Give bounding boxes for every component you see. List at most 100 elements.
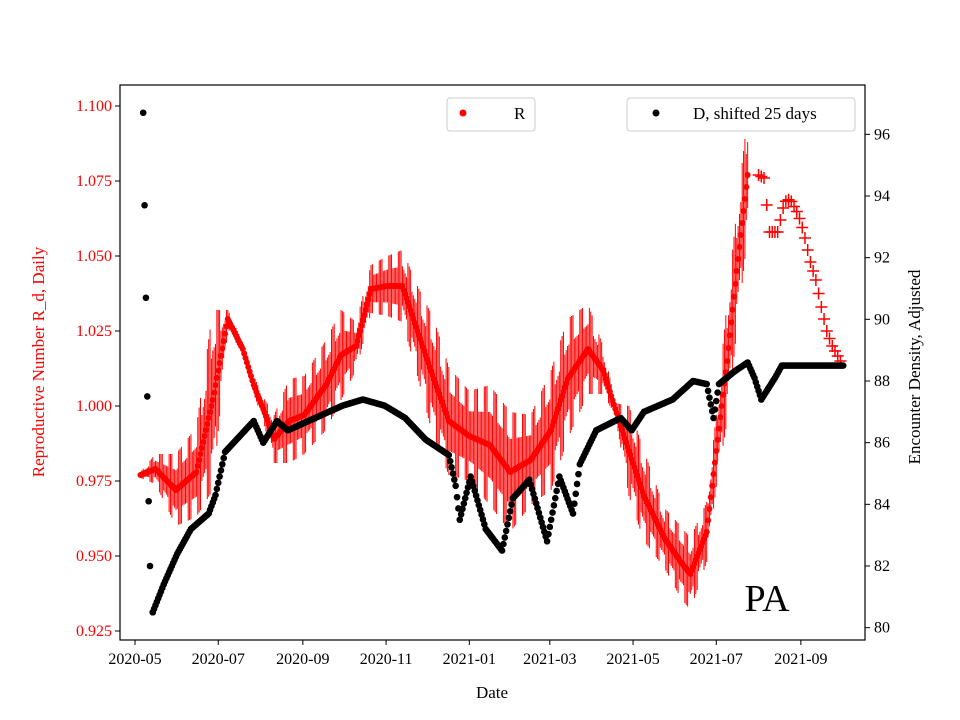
- y-axis-left: 0.925 0.950 0.975 1.000 1.025 1.050 1.075 1.100: [76, 98, 120, 640]
- r-point: [737, 232, 744, 238]
- r-plus-point: [790, 205, 803, 218]
- r-point: [243, 359, 250, 366]
- r-point: [353, 343, 360, 349]
- r-point: [732, 280, 739, 287]
- r-point: [731, 293, 738, 300]
- r-point: [703, 529, 710, 535]
- d-point: [498, 547, 506, 554]
- y-right-tick-label: 88: [874, 373, 890, 390]
- d-point: [575, 470, 582, 478]
- r-point: [724, 358, 731, 364]
- r-plus-point: [815, 301, 828, 313]
- d-point: [448, 464, 455, 471]
- r-point: [735, 256, 742, 262]
- r-point: [361, 311, 368, 318]
- r-point: [219, 345, 226, 352]
- d-point: [145, 497, 152, 505]
- state-annotation: PA: [744, 578, 790, 620]
- r-point: [711, 459, 718, 466]
- r-point: [207, 409, 214, 415]
- y-left-tick-label: 0.950: [76, 548, 112, 565]
- d-point: [546, 523, 554, 531]
- d-point: [445, 451, 453, 459]
- y-right-tick-label: 84: [874, 496, 890, 513]
- r-plus-point: [807, 265, 820, 277]
- r-point: [213, 374, 220, 381]
- r-point: [359, 317, 366, 324]
- x-tick-label: 2021-03: [523, 651, 576, 668]
- y-right-tick-label: 86: [874, 435, 890, 452]
- d-point: [703, 380, 711, 388]
- d-point: [710, 414, 717, 422]
- d-point: [505, 514, 513, 522]
- r-point: [198, 445, 205, 451]
- r-point: [357, 327, 364, 334]
- d-point: [219, 460, 226, 468]
- d-point: [143, 393, 151, 400]
- d-point: [571, 500, 578, 508]
- r-point: [200, 439, 207, 445]
- y-left-tick-label: 1.100: [76, 98, 112, 115]
- r-plus-point: [774, 214, 787, 226]
- d-point: [707, 401, 715, 408]
- r-point: [216, 360, 223, 367]
- r-point: [718, 403, 725, 409]
- d-point: [449, 470, 457, 477]
- r-plus-point: [755, 170, 768, 183]
- y-left-tick-label: 1.050: [76, 248, 112, 265]
- y-right-tick-label: 82: [874, 558, 890, 575]
- chart-marks: [137, 109, 847, 616]
- d-point: [500, 540, 507, 548]
- r-point: [196, 457, 203, 463]
- d-point: [549, 509, 556, 516]
- r-point: [354, 337, 361, 344]
- r-plus-point: [793, 212, 806, 225]
- r-point: [245, 364, 252, 370]
- r-point: [713, 448, 720, 454]
- d-point: [450, 476, 458, 483]
- d-point: [508, 501, 515, 509]
- r-plus-point: [820, 325, 833, 337]
- r-plus-point: [801, 244, 814, 256]
- r-point: [733, 268, 740, 274]
- r-point: [366, 291, 373, 298]
- x-tick-label: 2021-01: [443, 651, 496, 668]
- r-point: [197, 451, 204, 457]
- d-point: [711, 406, 719, 413]
- d-point: [146, 562, 154, 570]
- x-axis: 2020-05 2020-07 2020-09 2020-11 2021-01 2021-…: [108, 640, 828, 668]
- r-point: [709, 482, 716, 489]
- d-point: [459, 505, 466, 513]
- x-tick-label: 2021-09: [774, 651, 827, 668]
- r-point: [706, 505, 713, 512]
- d-point: [216, 473, 223, 480]
- legend-r-label: R: [514, 104, 526, 123]
- r-plus-point: [752, 169, 765, 181]
- r-point: [217, 352, 224, 359]
- r-plus-point: [809, 274, 822, 286]
- d-point: [141, 201, 148, 209]
- d-point: [452, 482, 459, 490]
- r-point: [215, 367, 222, 374]
- r-plus-point: [826, 340, 839, 352]
- d-point: [551, 494, 559, 502]
- d-point: [139, 109, 147, 117]
- d-point: [573, 480, 581, 488]
- r-point: [726, 332, 733, 339]
- r-plus-point: [812, 287, 825, 300]
- r-point: [355, 332, 362, 339]
- d-point: [212, 491, 219, 499]
- r-point: [710, 471, 717, 478]
- x-tick-label: 2021-07: [690, 651, 743, 668]
- r-plus-point: [782, 193, 795, 206]
- d-point: [453, 493, 461, 501]
- d-point: [839, 362, 847, 369]
- r-point: [247, 373, 254, 379]
- d-point: [704, 387, 712, 395]
- r-plus-point: [804, 256, 817, 268]
- r-plus-point: [828, 345, 841, 357]
- y-left-tick-label: 1.075: [76, 173, 112, 190]
- r-point: [205, 415, 212, 421]
- r-point: [249, 377, 256, 384]
- y-right-tick-label: 80: [874, 620, 890, 637]
